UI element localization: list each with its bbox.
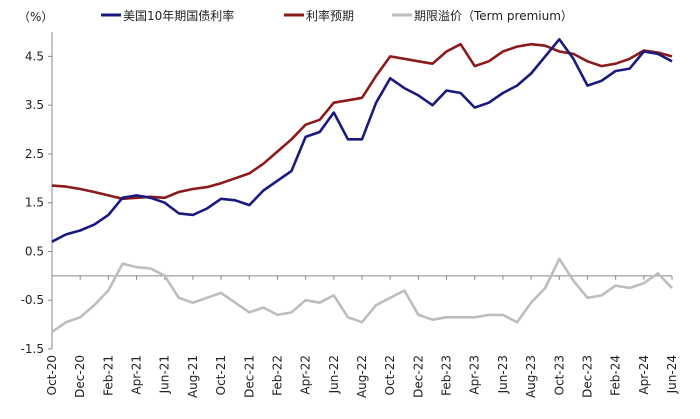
x-tick-label: Oct-22 <box>383 355 397 395</box>
x-tick-label: Feb-22 <box>270 355 284 396</box>
x-tick-label: Jun-24 <box>665 355 679 394</box>
x-tick-label: Jun-22 <box>327 355 341 394</box>
y-tick-label: -1.5 <box>21 342 44 356</box>
x-tick-label: Jun-21 <box>158 355 172 394</box>
x-tick-label: Apr-22 <box>299 355 313 395</box>
y-axis: 4.5 3.5 2.5 1.5 0.5 -0.5 -1.5 <box>21 32 53 356</box>
y-tick-label: 4.5 <box>25 49 44 63</box>
x-tick-label: Oct-21 <box>214 355 228 395</box>
x-tick-label: Aug-21 <box>186 355 200 398</box>
legend: 美国10年期国债利率 利率预期 期限溢价（Term premium） <box>101 8 573 23</box>
x-tick-label: Oct-23 <box>552 355 566 395</box>
legend-label-term-premium: 期限溢价（Term premium） <box>414 9 573 23</box>
x-tick-label: Aug-22 <box>355 355 369 398</box>
series-layer <box>51 37 673 333</box>
x-tick-label: Feb-24 <box>609 355 623 396</box>
legend-item-treasury-yield: 美国10年期国债利率 <box>101 8 234 23</box>
x-tick-label: Apr-23 <box>468 355 482 395</box>
y-tick-label: 1.5 <box>25 196 44 210</box>
x-tick-label: Apr-24 <box>637 355 651 395</box>
x-tick-label: Apr-21 <box>130 355 144 395</box>
legend-label-treasury-yield: 美国10年期国债利率 <box>123 8 234 23</box>
x-tick-label: Dec-20 <box>73 355 87 398</box>
y-unit-label: （%） <box>18 10 53 24</box>
x-tick-label: Oct-20 <box>45 355 59 395</box>
x-axis: Oct-20 Dec-20 Feb-21 Apr-21 Jun-21 Aug-21 Oct-… <box>45 275 679 398</box>
x-tick-label: Dec-22 <box>411 355 425 398</box>
x-tick-label: Jun-23 <box>496 355 510 394</box>
x-tick-label: Aug-23 <box>524 355 538 398</box>
series-line-term-premium <box>51 257 673 333</box>
series-line-treasury-yield <box>51 37 673 243</box>
x-tick-label: Feb-21 <box>101 355 115 396</box>
y-tick-label: 3.5 <box>25 98 44 112</box>
y-tick-label: -0.5 <box>21 293 44 307</box>
legend-item-term-premium: 期限溢价（Term premium） <box>392 9 573 23</box>
y-tick-label: 0.5 <box>25 244 44 258</box>
x-tick-label: Dec-23 <box>580 355 594 398</box>
x-tick-label: Feb-23 <box>440 355 454 396</box>
legend-item-rate-expectation: 利率预期 <box>284 8 354 23</box>
legend-label-rate-expectation: 利率预期 <box>306 8 354 23</box>
y-tick-label: 2.5 <box>25 147 44 161</box>
x-tick-label: Dec-21 <box>242 355 256 398</box>
